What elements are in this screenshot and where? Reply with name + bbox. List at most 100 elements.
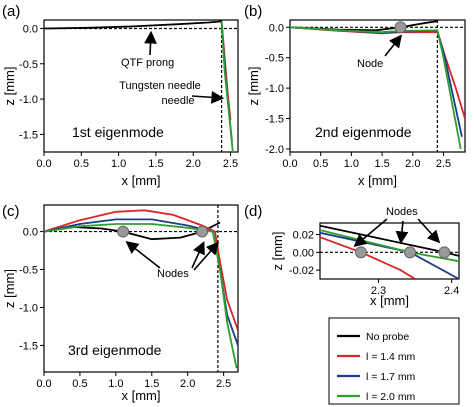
legend-box [328,317,460,405]
y-tick-label: -0.02 [289,265,314,277]
x-tick-label: 0.5 [313,158,328,170]
legend-label: l = 1.4 mm [366,351,416,363]
axes-frame [319,222,460,280]
x-axis-label: x [mm] [370,293,409,308]
series-group [44,20,234,152]
series-line-l-1-4 [44,209,238,331]
y-tick-label: 0.02 [293,230,314,242]
x-tick-label: 2.4 [444,285,459,297]
x-tick-label: 0.5 [74,158,89,170]
series-line-l-1-4 [320,236,416,279]
annotation-tungsten-needle: Tungsten needle [119,80,201,92]
x-tick-label: 1.0 [108,378,123,390]
panel-c: (c)0.0 0.5 1.0 1.5 2.0 2.50.0-0.5-1.0-1.5x [m… [2,203,239,403]
annotation-arrow [191,241,205,269]
axes-frame [43,204,239,373]
eigenmode-label: 3rd eigenmode [68,342,162,358]
annotation-nodes-zoom: Nodes [386,206,418,218]
panel-letter: (d) [244,203,262,220]
series-line-l-2-0 [290,26,462,150]
annotations: QTF prong Tungsten needle needle Node Nodes N… [119,30,441,280]
legend-label: No probe [366,331,409,343]
annotation-arrow [395,220,409,245]
annotation-arrow [353,218,388,248]
y-tick-label: -0.5 [19,265,38,277]
series-line-no-probe [44,221,221,241]
y-tick-label: -1.0 [265,83,284,95]
eigenmode-label: 1st eigenmode [72,124,164,140]
x-tick-label: 0.0 [36,378,51,390]
series-line-l-1-7 [44,218,238,346]
annotation-arrow [125,241,161,269]
node-marker [403,246,416,259]
x-tick-label: 2.5 [223,158,238,170]
y-tick-label: 0.0 [269,22,284,34]
x-tick-label: 0.0 [36,158,51,170]
node-marker [438,246,451,259]
annotation-arrow [384,34,402,57]
y-tick-label: -0.5 [19,59,38,71]
node-marker [196,225,209,238]
node-marker [117,225,130,238]
x-axis-label: x [mm] [122,388,161,403]
x-tick-label: 1.5 [144,378,159,390]
legend-label: l = 2.0 mm [366,391,416,403]
annotation-arrow [144,30,157,56]
annotation-node: Node [357,58,383,70]
x-tick-label: 0.5 [72,378,87,390]
y-tick-label: -1.5 [19,340,38,352]
eigenmode-label: 2nd eigenmode [315,124,412,140]
axes-frame [43,19,239,153]
annotation-nodes: Nodes [157,268,189,280]
node-marker [354,246,367,259]
annotation-arrow [191,90,225,104]
series-line-l-2-0 [220,21,234,152]
annotation-qtf-prong: QTF prong [121,57,174,69]
y-tick-label: -1.0 [19,302,38,314]
panel-a: (a)0.0 0.5 1.0 1.5 2.0 2.50.0-0.5-1.0-1.5x [m… [2,3,239,188]
y-tick-label: -1.5 [19,129,38,141]
x-tick-label: 2.0 [405,158,420,170]
node-marker [394,21,407,34]
x-tick-label: 1.5 [374,158,389,170]
y-tick-label: -1.0 [19,94,38,106]
x-axis-label: x [mm] [122,173,161,188]
annotation-tungsten-needle-line2: needle [161,95,194,107]
y-axis-label: z [mm] [2,67,17,106]
x-tick-label: 2.0 [180,378,195,390]
axes-frame [289,19,466,153]
panel-letter: (c) [2,203,20,220]
panel-letter: (a) [2,3,20,20]
x-tick-label: 2.5 [216,378,231,390]
legend: No probe l = 1.4 mm l = 1.7 mm l = 2.0 mm [328,317,460,405]
x-tick-label: 0.0 [282,158,297,170]
annotation-arrow [193,241,220,271]
annotation-arrow [417,218,441,244]
panel-b: (b) 0.0 0.5 1.0 1.5 2.0 2.5 0.0 -0.5 -1.0 -1.5 -2.0… [244,3,466,188]
y-tick-label: -1.5 [265,114,284,126]
y-tick-label: 0.0 [23,23,38,35]
x-axis-label: x [mm] [358,173,397,188]
x-tick-label: 1.5 [148,158,163,170]
y-tick-label: -0.5 [265,53,284,65]
y-tick-label: -2.0 [265,144,284,156]
x-tick-label: 2.3 [371,285,386,297]
series-line-l-1-4 [290,26,465,119]
panel-d: (d) 2.3 2.4 0.02 0.00 -0.02 x [mm] z [mm] [244,203,460,308]
y-axis-label: z [mm] [246,67,261,106]
x-tick-label: 2.5 [436,158,451,170]
series-line-l-2-0 [44,223,238,369]
series-line-no-probe [44,20,222,30]
x-tick-label: 2.0 [186,158,201,170]
series-line-l-1-7 [290,26,463,137]
panel-letter: (b) [244,3,262,20]
x-tick-label: 1.0 [111,158,126,170]
y-tick-label: 0.0 [23,227,38,239]
y-tick-label: 0.00 [293,247,314,259]
legend-label: l = 1.7 mm [366,371,416,383]
y-axis-label: z [mm] [270,232,285,271]
series-group [290,20,465,150]
y-axis-label: z [mm] [2,269,17,308]
x-tick-label: 1.0 [344,158,359,170]
